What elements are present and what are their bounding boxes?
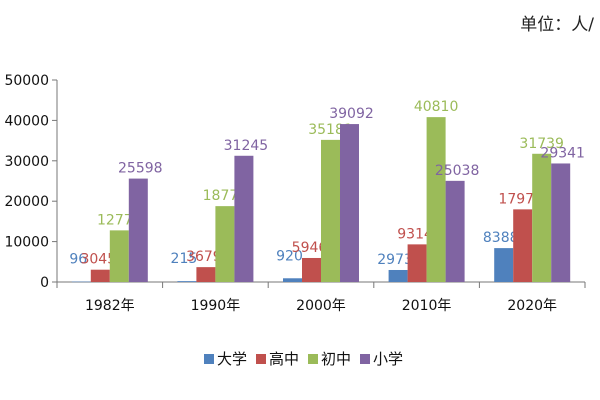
data-label: 40810: [414, 99, 459, 115]
bar-小学-2020年: [551, 163, 571, 282]
x-tick-label: 1982年: [85, 298, 135, 314]
data-label: 9314: [397, 226, 433, 242]
legend-label: 高中: [269, 350, 299, 368]
bar-初中-2000年: [321, 139, 340, 282]
bar-初中-2020年: [532, 153, 552, 282]
data-label: 96: [69, 252, 87, 268]
x-tick-label: 2010年: [402, 298, 452, 314]
y-tick-label: 0: [40, 275, 49, 291]
bar-高中-1990年: [196, 267, 216, 282]
legend-label: 大学: [217, 350, 247, 368]
legend-swatch-大学: [204, 354, 214, 364]
data-label: 39092: [329, 106, 374, 122]
bar-大学-1990年: [177, 281, 197, 282]
data-label: 5946: [292, 240, 328, 256]
bar-初中-2010年: [426, 117, 446, 283]
y-tick-label: 10000: [4, 235, 49, 251]
bar-高中-2020年: [513, 209, 533, 282]
legend-swatch-高中: [256, 354, 266, 364]
bar-小学-2010年: [445, 180, 465, 282]
x-tick-label: 2000年: [296, 298, 346, 314]
data-label: 31739: [519, 136, 564, 152]
bar-高中-2000年: [302, 257, 321, 282]
bar-高中-1982年: [90, 269, 110, 282]
bar-大学-2000年: [283, 278, 302, 282]
y-tick-label: 20000: [4, 194, 49, 210]
unit-label: 单位：人/: [520, 15, 594, 35]
x-tick-label: 1990年: [191, 298, 241, 314]
bar-初中-1982年: [109, 230, 129, 282]
y-tick-label: 30000: [4, 154, 49, 170]
y-tick-label: 40000: [4, 113, 49, 129]
data-label: 25598: [118, 161, 163, 177]
bar-大学-2020年: [494, 248, 514, 282]
legend-swatch-初中: [308, 354, 318, 364]
data-label: 17979: [498, 191, 543, 207]
data-label: 8388: [483, 230, 519, 246]
legend-label: 初中: [321, 350, 351, 368]
x-tick-label: 2020年: [507, 298, 557, 314]
bar-小学-1982年: [128, 178, 148, 282]
bar-小学-1990年: [234, 155, 254, 282]
y-tick-label: 50000: [4, 73, 49, 89]
bar-初中-1990年: [215, 206, 235, 282]
data-label: 2973: [377, 252, 413, 268]
legend-label: 小学: [373, 350, 403, 368]
data-label: 31245: [224, 138, 269, 154]
data-label: 215: [171, 251, 198, 267]
data-label: 3045: [80, 252, 116, 268]
bar-大学-2010年: [388, 269, 408, 282]
bar-小学-2000年: [340, 124, 359, 282]
legend-swatch-小学: [360, 354, 370, 364]
bar-大学-1982年: [71, 281, 91, 283]
bar-高中-2010年: [407, 244, 427, 282]
data-label: 920: [276, 248, 303, 264]
data-label: 25038: [435, 163, 480, 179]
data-label: 3679: [186, 249, 222, 265]
data-label: 29341: [540, 145, 585, 161]
